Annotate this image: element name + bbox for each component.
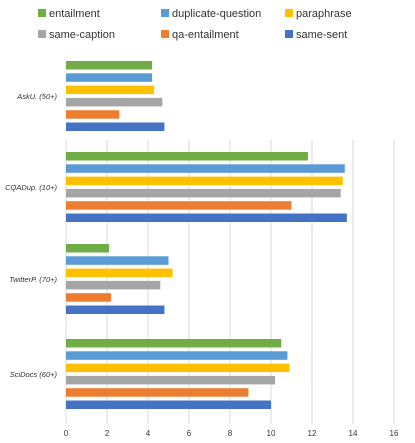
- bar-duplicate-question-3: [66, 351, 288, 360]
- bars: [66, 61, 347, 409]
- bar-paraphrase-3: [66, 363, 290, 373]
- legend-swatch-same-sent: [285, 30, 293, 38]
- x-tick-label: 0: [64, 429, 69, 438]
- bar-same-caption-0: [66, 97, 163, 107]
- bar-same-sent-0: [66, 122, 165, 131]
- bar-same-sent-3: [66, 400, 271, 409]
- bar-paraphrase-1: [66, 176, 343, 186]
- bar-entailment-3: [66, 339, 282, 348]
- legend-swatch-duplicate-question: [161, 9, 169, 17]
- legend-label-same-sent: same-sent: [296, 29, 347, 41]
- bar-same-sent-1: [66, 213, 347, 222]
- bar-same-sent-2: [66, 305, 165, 314]
- bar-paraphrase-0: [66, 85, 155, 95]
- legend-label-qa-entailment: qa-entailment: [172, 29, 239, 41]
- legend-label-entailment: entailment: [49, 8, 100, 20]
- bar-qa-entailment-2: [66, 293, 112, 302]
- category-label: CQADup. (10+): [5, 183, 57, 192]
- bar-entailment-1: [66, 152, 308, 161]
- category-label: AskU. (50+): [16, 92, 57, 101]
- legend-swatch-same-caption: [38, 30, 46, 38]
- legend-swatch-paraphrase: [285, 9, 293, 17]
- x-tick-label: 14: [349, 429, 358, 438]
- bar-paraphrase-2: [66, 268, 173, 278]
- legend: entailment duplicate-question paraphrase sa…: [38, 8, 352, 41]
- x-tick-label: 10: [267, 429, 276, 438]
- bar-same-caption-2: [66, 280, 161, 290]
- x-tick-label: 6: [187, 429, 192, 438]
- legend-swatch-qa-entailment: [161, 30, 169, 38]
- bar-duplicate-question-0: [66, 73, 153, 82]
- bar-qa-entailment-3: [66, 388, 249, 397]
- category-label: SciDocs (60+): [10, 370, 58, 379]
- legend-label-paraphrase: paraphrase: [296, 8, 352, 20]
- bar-qa-entailment-1: [66, 201, 292, 210]
- bar-same-caption-3: [66, 375, 276, 385]
- x-tick-label: 8: [228, 429, 233, 438]
- x-tick-label: 12: [308, 429, 317, 438]
- category-labels: AskU. (50+) CQADup. (10+) TwitterP. (70+) S…: [5, 92, 57, 379]
- bar-entailment-0: [66, 61, 153, 70]
- x-axis-ticks: 0 2 4 6 8 10 12 14 16: [64, 429, 399, 438]
- grid-lines: [65, 140, 395, 424]
- bar-entailment-2: [66, 244, 110, 253]
- x-tick-label: 4: [146, 429, 151, 438]
- bar-same-caption-1: [66, 188, 341, 198]
- legend-label-same-caption: same-caption: [49, 29, 115, 41]
- bar-duplicate-question-2: [66, 256, 169, 265]
- legend-label-duplicate-question: duplicate-question: [172, 8, 261, 20]
- x-tick-label: 2: [105, 429, 110, 438]
- category-label: TwitterP. (70+): [9, 275, 57, 284]
- x-tick-label: 16: [390, 429, 399, 438]
- bar-duplicate-question-1: [66, 164, 345, 173]
- legend-swatch-entailment: [38, 9, 46, 17]
- bar-qa-entailment-0: [66, 110, 120, 119]
